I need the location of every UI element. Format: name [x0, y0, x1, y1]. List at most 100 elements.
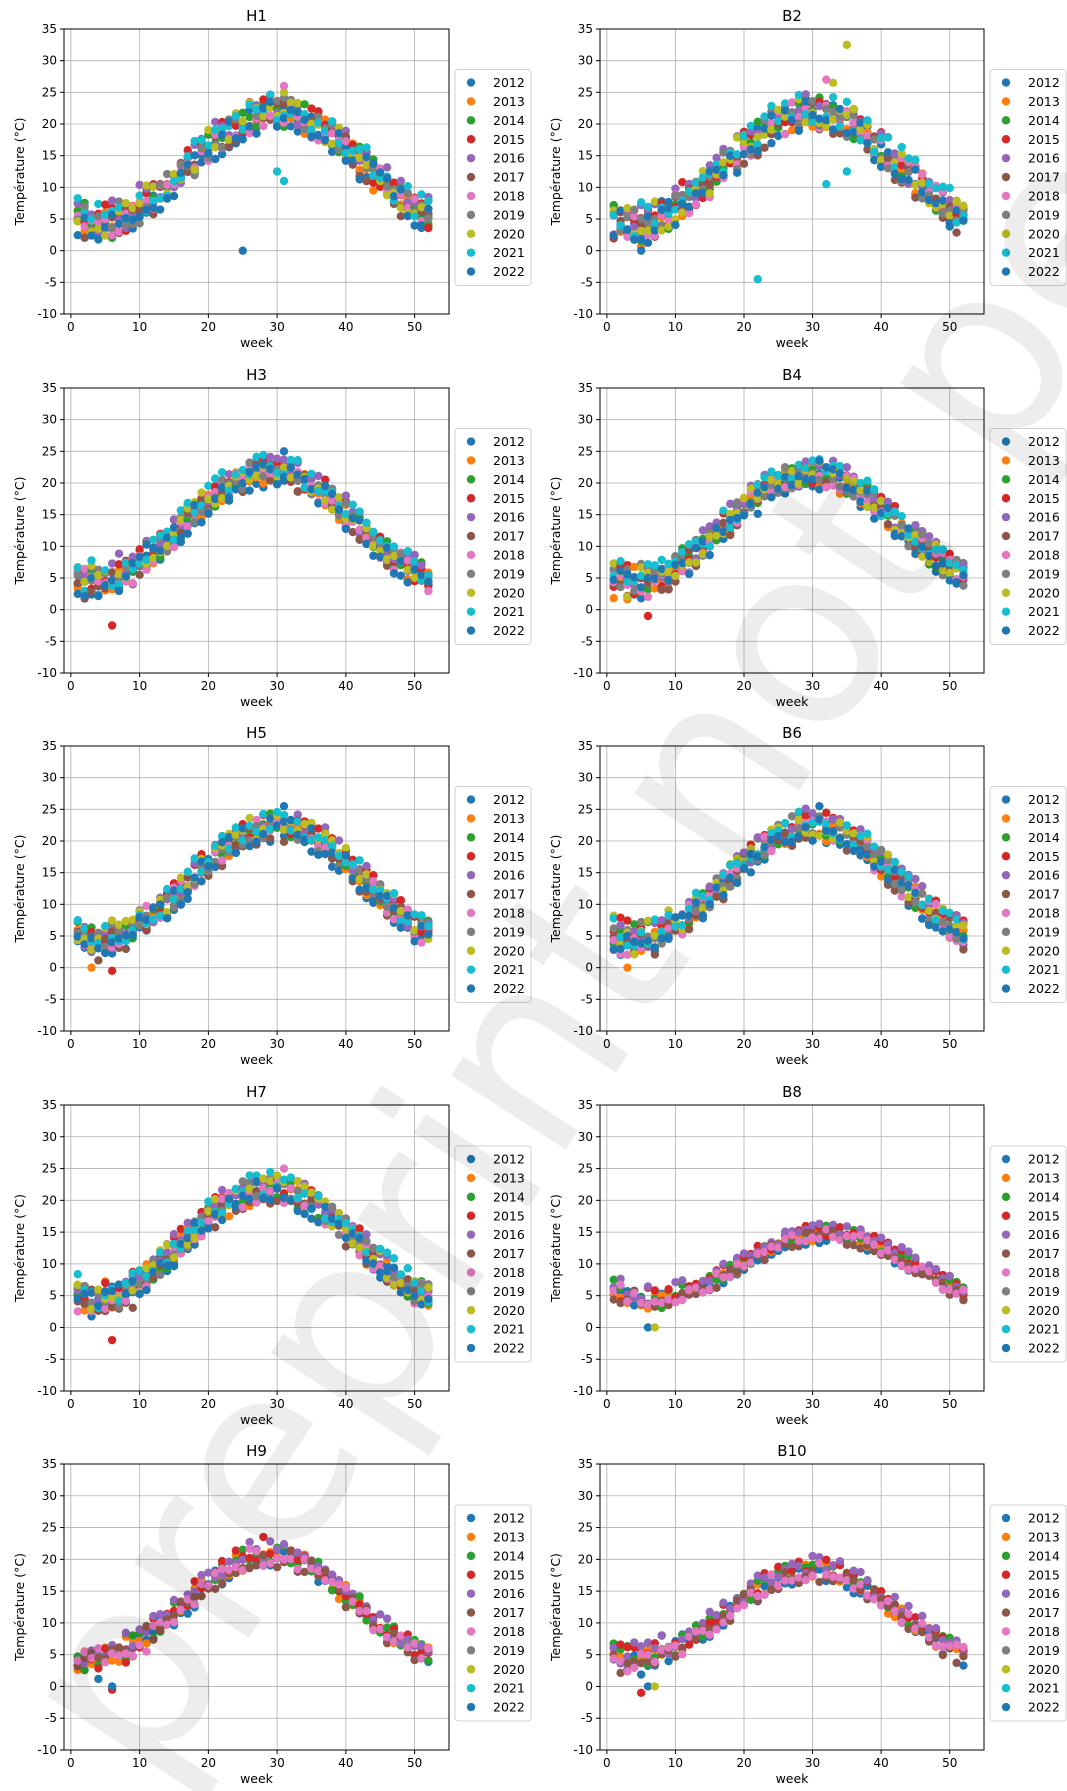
- point-2019: [822, 104, 831, 114]
- point-2019: [341, 499, 351, 508]
- point-2021: [650, 561, 660, 570]
- point-2022: [156, 900, 165, 909]
- point-2022: [307, 132, 316, 141]
- point-2022: [609, 945, 618, 954]
- x-axis-label: week: [240, 1052, 274, 1067]
- point-2022: [931, 561, 941, 571]
- point-2015: [417, 928, 426, 937]
- tick-label-x: 0: [603, 320, 611, 334]
- point-2017: [959, 945, 968, 954]
- point-2022: [609, 575, 618, 585]
- point-2021: [842, 821, 852, 830]
- point-2022: [897, 532, 906, 541]
- tick-label-y: 35: [578, 739, 593, 753]
- point-2020: [609, 559, 618, 568]
- point-2022: [376, 552, 385, 561]
- point-2021: [657, 927, 666, 936]
- point-2022: [863, 138, 872, 148]
- point-2022: [101, 222, 110, 232]
- point-2020: [321, 829, 330, 839]
- point-2022: [252, 463, 261, 472]
- point-2019: [169, 903, 179, 912]
- point-2012: [815, 801, 824, 811]
- point-2019: [369, 1244, 378, 1253]
- point-2018: [732, 1259, 742, 1269]
- point-2022: [300, 115, 309, 125]
- point-2019: [849, 110, 858, 120]
- point-2019: [121, 220, 131, 229]
- point-2021: [945, 908, 954, 918]
- point-2019: [197, 144, 206, 153]
- point-2017: [101, 934, 110, 944]
- point-2018: [911, 1264, 920, 1274]
- point-2022: [128, 1277, 137, 1286]
- point-2021: [835, 461, 845, 471]
- y-axis-label: Température (°C): [548, 835, 563, 944]
- point-2021: [828, 92, 838, 102]
- point-2022: [643, 573, 653, 583]
- point-2015: [424, 223, 433, 233]
- point-2022: [128, 930, 137, 940]
- panel-h1: 0 10 20 30 40 50-10-505101520253035H1weekTemp…: [12, 7, 532, 350]
- tick-label-y: 15: [42, 1225, 57, 1239]
- legend-label-2020: 2020: [493, 226, 525, 241]
- point-2022: [162, 194, 172, 203]
- point-2019: [636, 917, 646, 927]
- legend-marker-2018: [1001, 191, 1011, 201]
- point-2022: [403, 578, 412, 587]
- point-2022: [719, 890, 728, 900]
- point-2022: [417, 221, 426, 230]
- point-2020: [87, 945, 96, 954]
- legend-label-2012: 2012: [493, 792, 525, 807]
- point-2021: [376, 1244, 385, 1254]
- point-2022: [382, 174, 392, 183]
- point-2020: [705, 532, 714, 541]
- point-2019: [918, 194, 927, 203]
- point-2022: [245, 467, 254, 477]
- point-2022: [266, 464, 275, 474]
- point-2022: [73, 1294, 82, 1303]
- point-2016: [828, 1220, 838, 1230]
- point-2019: [938, 918, 948, 927]
- point-2022: [801, 823, 810, 832]
- panel-h5: 0 10 20 30 40 50-10-505101520253035H5weekTemp…: [12, 724, 532, 1067]
- point-2021: [389, 889, 399, 898]
- tick-label-x: 30: [805, 320, 820, 334]
- point-2012: [245, 486, 254, 495]
- point-2019: [135, 921, 144, 930]
- point-2020: [636, 563, 646, 572]
- point-2021: [417, 911, 426, 920]
- point-2020: [321, 496, 330, 505]
- point-2021: [787, 474, 797, 484]
- point-2020: [101, 231, 110, 240]
- tick-label-y: 0: [49, 961, 57, 975]
- point-2021: [355, 856, 364, 865]
- point-2021: [801, 463, 810, 473]
- point-2021: [952, 915, 961, 924]
- point-2022: [691, 543, 701, 553]
- legend: 2012201320142015201620172018201920202021…: [454, 786, 532, 1003]
- point-2020: [190, 1233, 199, 1243]
- point-2022: [938, 196, 948, 205]
- plot-area: [64, 746, 449, 1031]
- point-2018: [238, 1202, 247, 1212]
- point-2020: [128, 1286, 137, 1295]
- tick-label-x: 0: [67, 679, 75, 693]
- point-2018: [780, 129, 790, 139]
- tick-label-y: 25: [578, 85, 593, 99]
- point-2018: [918, 1262, 927, 1271]
- point-2022: [341, 524, 351, 534]
- point-2021: [671, 205, 680, 214]
- tick-label-x: 10: [132, 1397, 147, 1411]
- point-2022: [808, 836, 817, 845]
- point-2019: [252, 1192, 261, 1201]
- point-2020: [169, 169, 179, 179]
- point-2020: [162, 907, 172, 917]
- legend-label-2013: 2013: [493, 94, 525, 109]
- tick-label-x: 20: [736, 320, 751, 334]
- point-2016: [815, 101, 824, 111]
- legend-label-2022: 2022: [1028, 981, 1060, 996]
- point-2018: [650, 1297, 660, 1306]
- point-2021: [410, 1278, 419, 1287]
- point-2021: [314, 118, 323, 127]
